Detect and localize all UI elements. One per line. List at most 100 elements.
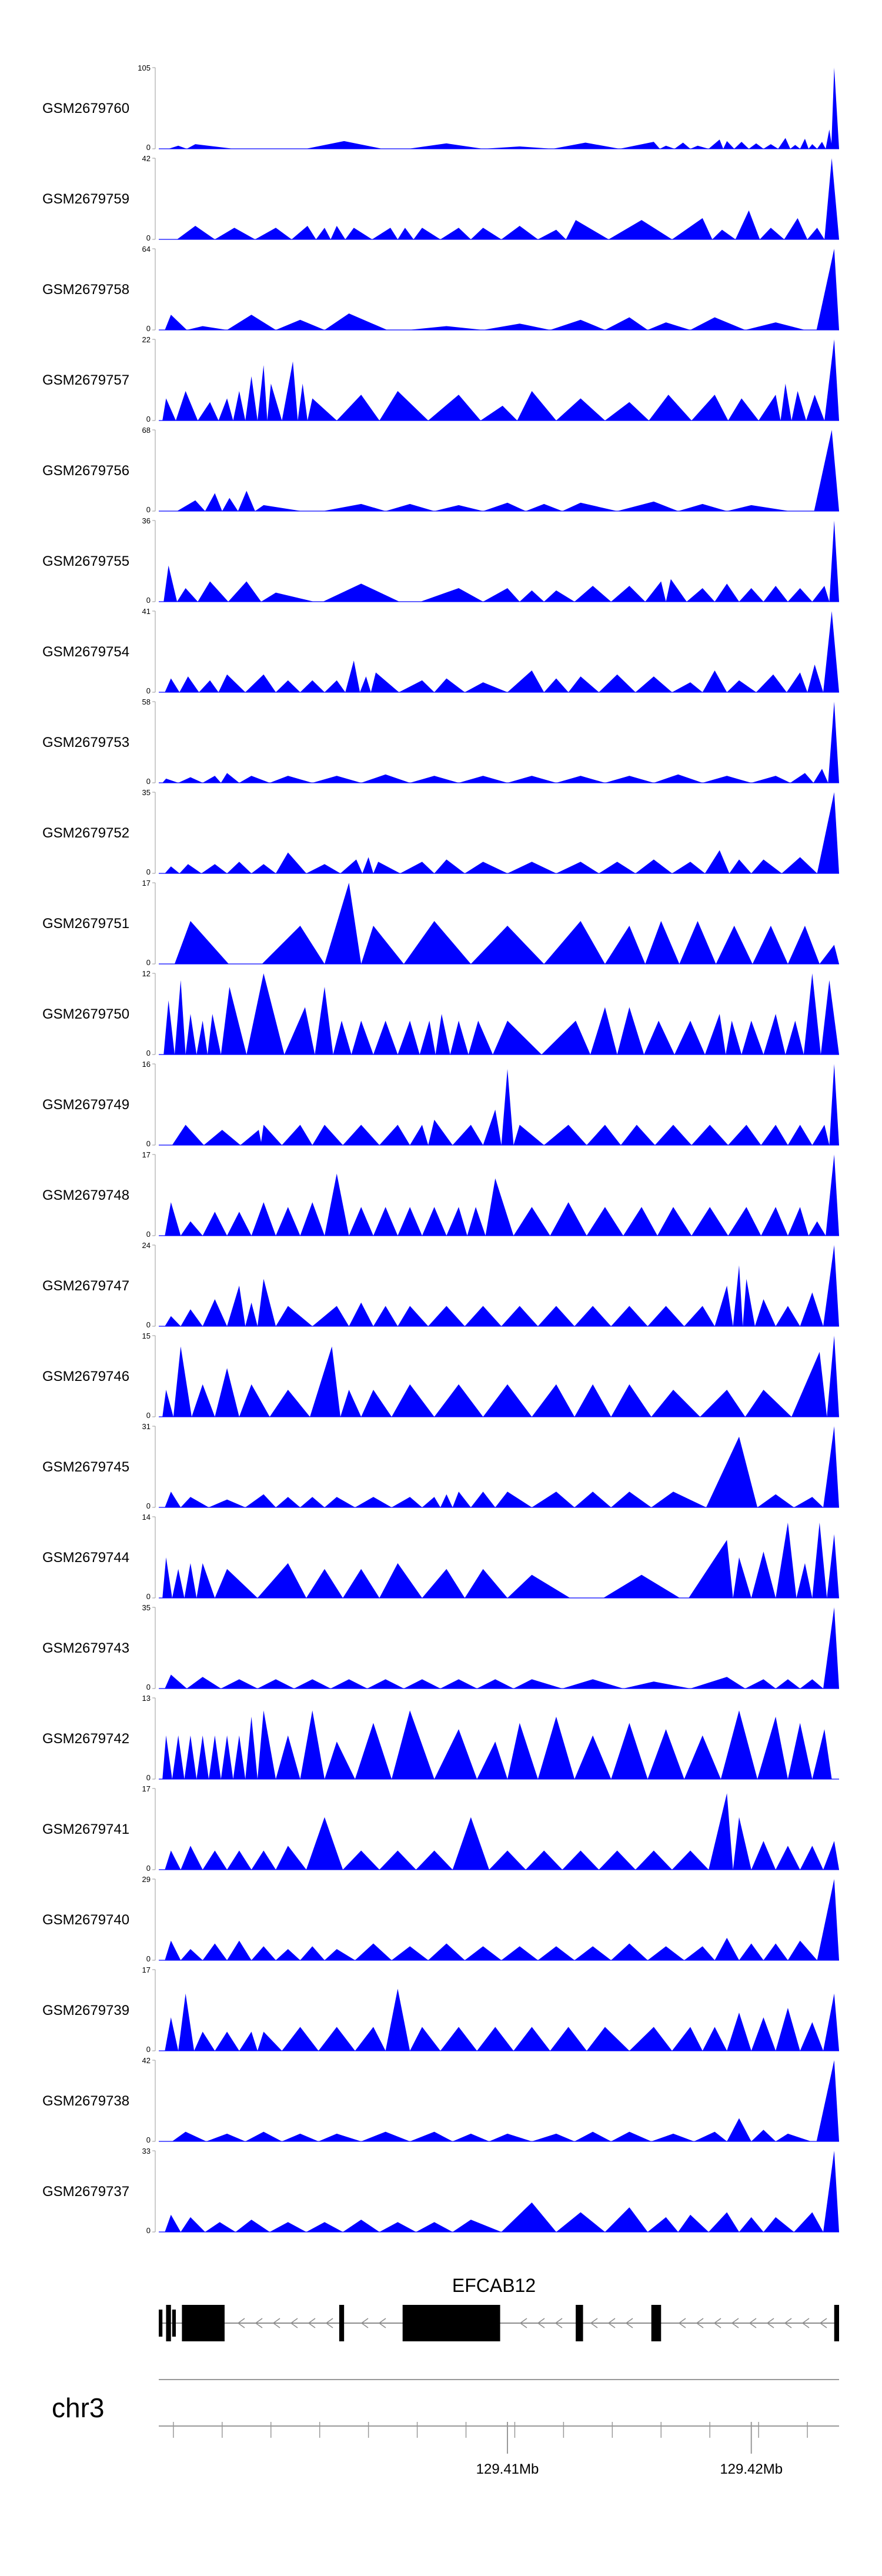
signal-peak: [739, 2217, 764, 2232]
signal-peak: [276, 1497, 300, 1507]
signal-peak: [483, 1384, 532, 1417]
signal-peak: [298, 383, 308, 421]
signal-peak: [803, 973, 821, 1055]
signal-peak: [816, 2060, 839, 2141]
signal-peak: [361, 1390, 392, 1417]
signal-peak: [470, 1491, 496, 1507]
signal-peak: [184, 1735, 197, 1779]
signal-peak: [434, 1729, 477, 1779]
strand-chevron: [325, 2318, 333, 2328]
signal-peak: [507, 776, 556, 783]
signal-peak: [787, 1125, 813, 1145]
axis-tick-label: 129.41Mb: [476, 2461, 539, 2477]
signal-peak: [649, 395, 692, 421]
signal-peak: [599, 1850, 636, 1870]
signal-peak: [165, 1316, 181, 1326]
signal-peak: [778, 138, 791, 149]
track-label: GSM2679746: [42, 1369, 129, 1384]
signal-peak: [300, 1946, 325, 1960]
signal-peak: [470, 228, 502, 239]
signal-peak: [399, 680, 435, 692]
signal-peak: [674, 1020, 705, 1055]
y-max-label: 17: [142, 1150, 151, 1159]
y-zero-label: 0: [146, 1592, 151, 1601]
signal-peak: [623, 1681, 691, 1689]
signal-peak: [611, 1491, 652, 1507]
track-label: GSM2679738: [42, 2093, 129, 2109]
signal-peak: [501, 226, 538, 239]
y-max-label: 29: [142, 1875, 151, 1884]
signal-peak: [245, 376, 258, 421]
signal-peak: [196, 1735, 209, 1779]
signal-peak: [757, 1716, 788, 1779]
signal-peak: [202, 1850, 228, 1870]
y-max-label: 68: [142, 426, 151, 435]
signal-peak: [205, 2222, 236, 2232]
y-zero-label: 0: [146, 2135, 151, 2144]
signal-peak: [312, 1125, 343, 1145]
signal-peak: [227, 1286, 246, 1326]
signal-peak: [379, 1563, 422, 1598]
signal-peak: [645, 581, 666, 602]
strand-chevron: [237, 2318, 245, 2328]
signal-peak: [194, 2031, 215, 2051]
signal-peak: [351, 1020, 373, 1055]
signal-peak: [165, 2214, 181, 2232]
signal-peak: [262, 926, 325, 964]
signal-peak: [452, 1491, 471, 1507]
signal-peak: [373, 1020, 398, 1055]
signal-peak: [276, 1207, 300, 1236]
signal-peak: [222, 498, 238, 511]
signal-peak: [800, 1846, 824, 1870]
signal-peak: [181, 1948, 203, 1960]
signal-peak: [165, 1674, 187, 1689]
signal-peak: [202, 1943, 228, 1960]
track-gsm2679742: GSM2679742 13 0: [42, 1694, 839, 1782]
signal-peak: [257, 1710, 276, 1779]
signal-peak: [276, 319, 325, 330]
signal-peak: [678, 2214, 709, 2232]
signal-peak: [209, 1499, 246, 1507]
signal-peak: [372, 228, 398, 239]
signal-peak: [186, 144, 234, 149]
signal-peak: [763, 144, 779, 149]
signal-peak: [403, 1679, 440, 1689]
signal-peak: [727, 680, 757, 692]
signal-peak: [739, 588, 764, 602]
signal-peak: [201, 864, 228, 873]
signal-peak: [611, 1943, 648, 1960]
signal-peak: [617, 1007, 644, 1055]
signal-peak: [452, 2133, 489, 2141]
strand-chevron: [678, 2318, 686, 2328]
signal-peak: [300, 1497, 325, 1507]
track-gsm2679750: GSM2679750 12 0: [42, 969, 839, 1057]
signal-peak: [706, 1436, 758, 1507]
signal-peak: [647, 2217, 679, 2232]
signal-peak: [787, 1723, 813, 1779]
signal-peak: [379, 391, 429, 421]
signal-peak: [165, 1202, 181, 1236]
signal-peak: [276, 852, 306, 873]
signal-peak: [162, 1735, 172, 1779]
y-max-label: 31: [142, 1422, 151, 1431]
signal-peak: [361, 926, 404, 964]
exon-block: [159, 2310, 163, 2337]
signal-peak: [306, 1817, 343, 1870]
y-zero-label: 0: [146, 1049, 151, 1057]
signal-peak: [239, 2031, 258, 2051]
signal-peak: [537, 229, 566, 239]
signal-peak: [422, 1569, 465, 1598]
signal-peak: [199, 680, 219, 692]
strand-chevron: [590, 2318, 598, 2328]
signal-peak: [379, 2222, 416, 2232]
signal-peak: [666, 579, 687, 602]
signal-peak: [413, 228, 440, 239]
signal-peak: [574, 1384, 612, 1417]
signal-peak: [257, 365, 268, 421]
signal-peak: [812, 1729, 832, 1779]
signal-peak: [233, 1735, 246, 1779]
signal-peak: [477, 2027, 514, 2051]
signal-peak: [233, 391, 246, 421]
signal-peak: [251, 864, 276, 873]
signal-peak: [751, 2017, 776, 2051]
